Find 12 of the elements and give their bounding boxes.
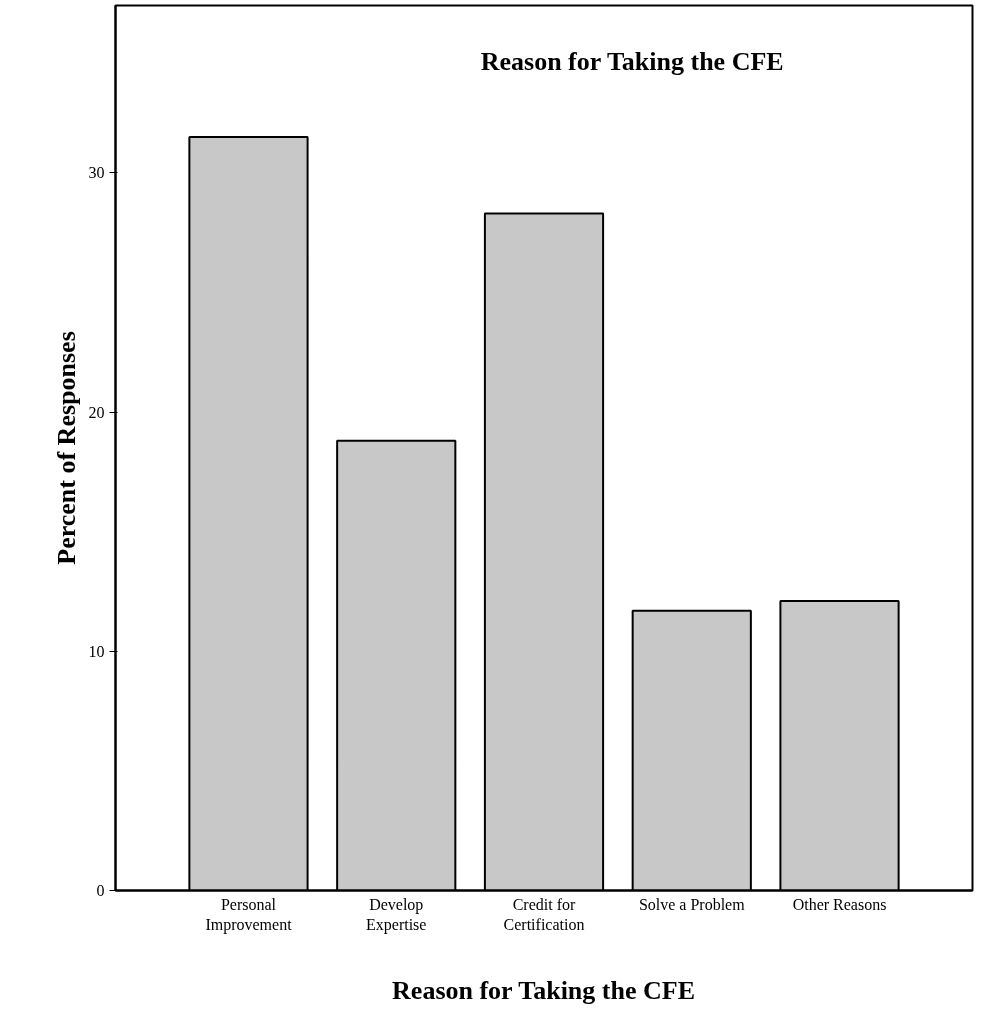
text: Reason for Taking the CFE xyxy=(480,47,784,77)
y-tick-label: 20 xyxy=(88,403,105,421)
y-tick-label: 10 xyxy=(88,642,105,660)
x-tick-label: Other Reasons xyxy=(792,895,887,913)
x-tick-label: Personal Improvement xyxy=(205,895,293,934)
x-tick-label: Solve a Problem xyxy=(638,895,746,913)
y-tick-label: 0 xyxy=(96,882,105,899)
y-tick-label: 30 xyxy=(88,164,105,182)
x-tick-label: Develop Expertise xyxy=(366,895,427,934)
y-axis-title: Percent of Responses xyxy=(51,331,81,565)
x-tick-label: Credit for Certification xyxy=(503,895,585,933)
x-axis-title: Reason for Taking the CFE xyxy=(392,975,695,1005)
